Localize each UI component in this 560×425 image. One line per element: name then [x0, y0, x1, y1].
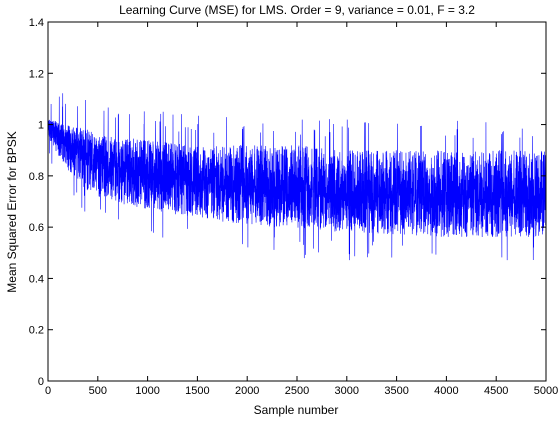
y-tick-label: 0.6: [29, 222, 44, 234]
y-tick-label: 0.4: [29, 273, 44, 285]
x-tick-label: 4500: [484, 385, 508, 397]
y-tick-label: 1: [38, 120, 44, 132]
plot-area: [47, 21, 547, 382]
x-tick-label: 1000: [135, 385, 159, 397]
x-tick-label: 3000: [335, 385, 359, 397]
y-axis-ticks: 0 0.2 0.4 0.6 0.8 1 1.2 1.4: [29, 17, 546, 388]
x-tick-label: 4000: [434, 385, 458, 397]
y-tick-label: 1.4: [29, 17, 44, 29]
y-tick-label: 0.2: [29, 325, 44, 337]
x-tick-label: 2000: [235, 385, 259, 397]
x-tick-label: 0: [45, 385, 51, 397]
y-tick-label: 0.8: [29, 171, 44, 183]
chart-title: Learning Curve (MSE) for LMS. Order = 9,…: [119, 3, 475, 17]
x-tick-label: 500: [89, 385, 107, 397]
y-tick-label: 0: [38, 376, 44, 388]
mse-series-line: [47, 93, 547, 381]
y-tick-label: 1.2: [29, 68, 44, 80]
x-axis-label: Sample number: [254, 403, 339, 417]
x-tick-label: 1500: [185, 385, 209, 397]
x-tick-label: 5000: [534, 385, 558, 397]
x-axis-ticks: 0 500 1000 1500 2000 2500 3000 3500 4000 4500 5000: [45, 22, 558, 397]
y-axis-label: Mean Squared Error for BPSK: [5, 131, 19, 292]
x-tick-label: 2500: [285, 385, 309, 397]
x-tick-label: 3500: [384, 385, 408, 397]
